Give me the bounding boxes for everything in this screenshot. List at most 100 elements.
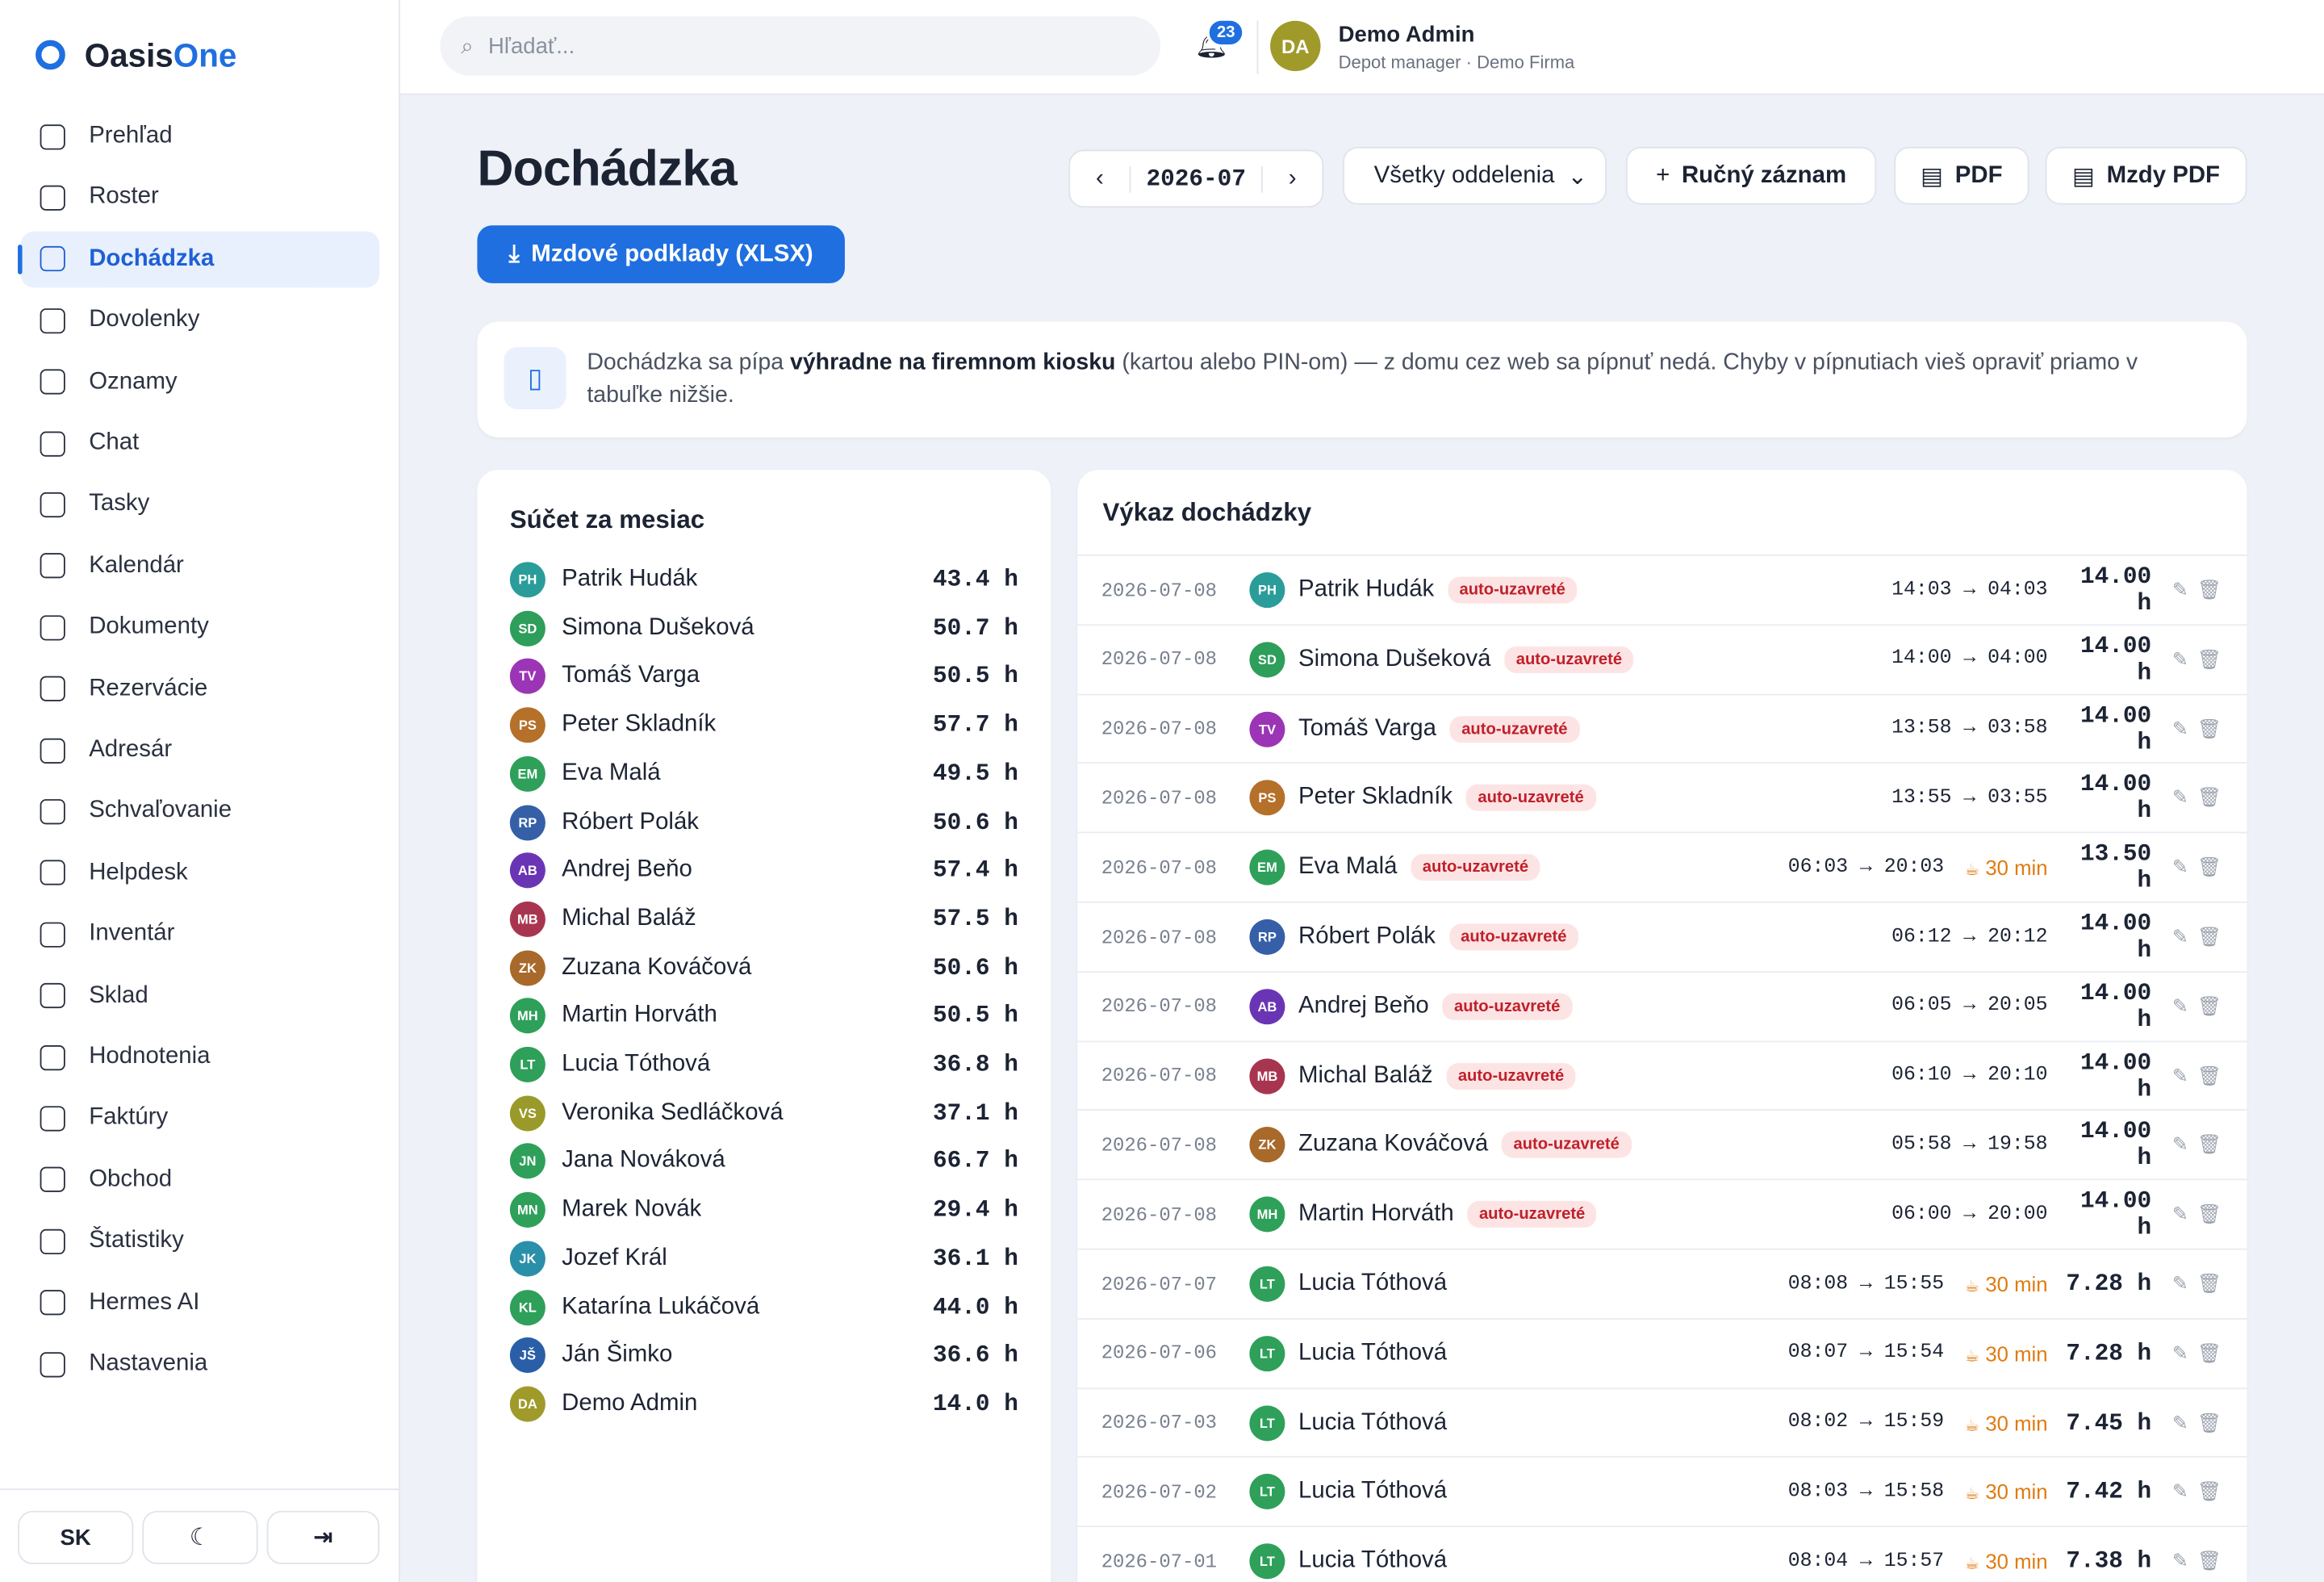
edit[interactable]: ✎ [2171,1479,2188,1503]
export-button[interactable]: ⤓ Mzdové podklady (XLSX) [477,225,845,283]
avatar: JŠ [509,1337,545,1374]
hours: 14.00 h [2079,979,2152,1033]
summary-row: LT Lucia Tóthová 36.8 h [509,1044,1018,1085]
nav-icon [40,676,65,702]
nav-item[interactable]: Obchod [21,1152,379,1208]
hours: 50.7 h [933,614,1018,642]
break-text: 30 min [1985,1272,2048,1296]
edit[interactable]: ✎ [2171,856,2188,878]
nav-item[interactable]: Adresár [21,722,379,779]
nav-item[interactable]: Kalendár [21,538,379,594]
delete[interactable]: 🗑︎ [2197,1203,2222,1225]
edit[interactable]: ✎ [2171,647,2188,670]
edit[interactable]: ✎ [2171,1064,2188,1086]
delete[interactable]: 🗑︎ [2197,647,2222,670]
time: 08:03 → 15:58 [1787,1480,1945,1504]
nav-item[interactable]: Rezervácie [21,661,379,718]
nav-item[interactable]: Inventár [21,906,379,963]
break-text: 30 min [1985,1479,2048,1505]
prev-month[interactable]: ‹ [1095,165,1104,191]
badge: auto-uzavreté [1446,1062,1576,1090]
delete[interactable]: 🗑︎ [2197,717,2222,739]
delete[interactable]: 🗑︎ [2197,786,2222,809]
break: ☕︎ 30 min [1965,1480,2048,1504]
next-month[interactable]: › [1288,165,1297,191]
edit[interactable]: ✎ [2171,1133,2188,1156]
nav-item[interactable]: Roster [21,170,379,226]
edit[interactable]: ✎ [2171,1549,2188,1572]
delete[interactable]: 🗑︎ [2197,925,2222,948]
delete[interactable]: 🗑︎ [2197,1272,2222,1295]
nav-item[interactable]: Dovolenky [21,292,379,349]
edit[interactable]: ✎ [2171,1341,2188,1364]
avatar: RP [1249,919,1285,955]
hours: 37.1 h [933,1099,1018,1127]
logout-button[interactable]: ⇥ [266,1510,380,1564]
nav-item[interactable]: Tasky [21,476,379,533]
avatar: LT [1249,1404,1285,1441]
date: 2026-07-08 [1101,1065,1217,1087]
hours: 7.42 h [2066,1479,2152,1506]
nav-item[interactable]: Schvaľovanie [21,784,379,840]
nav-item[interactable]: Dochádzka [20,231,380,287]
edit[interactable]: ✎ [2171,786,2188,809]
nav-label: Prehľad [89,123,173,149]
summary-row: VS Veronika Sedláčková 37.1 h [509,1092,1018,1133]
edit[interactable]: ✎ [2171,1272,2188,1295]
date: 2026-07-08 [1101,648,1217,671]
theme-button[interactable]: ☾ [142,1510,258,1564]
badge: auto-uzavreté [1411,854,1540,881]
hours: 13.50 h [2079,840,2152,895]
delete[interactable]: 🗑︎ [2197,1133,2222,1156]
summary-row: TV Tomáš Varga 50.5 h [509,656,1018,697]
nav-item[interactable]: Sklad [21,968,379,1024]
edit[interactable]: ✎ [2171,717,2188,739]
avatar: LT [1249,1543,1285,1580]
edit[interactable]: ✎ [2171,925,2188,948]
search[interactable]: ⌕ Hľadať... [440,16,1161,76]
delete[interactable]: 🗑︎ [2197,856,2222,878]
nav-icon [40,1290,65,1316]
nav-item[interactable]: Faktúry [21,1090,379,1147]
lang-button[interactable]: SK [18,1510,134,1564]
avatar: EM [509,755,545,792]
delete[interactable]: 🗑︎ [2197,1341,2222,1364]
delete[interactable]: 🗑︎ [2197,1064,2222,1086]
nav-item[interactable]: Chat [21,415,379,471]
nav-item[interactable]: Oznamy [21,354,379,410]
delete[interactable]: 🗑︎ [2197,578,2222,601]
delete[interactable]: 🗑︎ [2197,1479,2222,1503]
date: 2026-07-08 [1101,995,1217,1018]
manual-button[interactable]: + Ručný záznam [1625,146,1877,205]
nav-item[interactable]: Prehľad [21,108,379,165]
hours: 14.00 h [2079,910,2152,964]
avatar: PS [1249,780,1285,817]
hours: 50.6 h [933,954,1018,981]
hours: 57.5 h [933,906,1018,933]
break-text: 30 min [1985,1549,2048,1574]
edit[interactable]: ✎ [2171,578,2188,601]
department-select[interactable]: Všetky oddelenia ⌄ [1343,146,1607,205]
name: Andrej Beňo [1298,993,1429,1019]
delete[interactable]: 🗑︎ [2197,1549,2222,1572]
nav-item[interactable]: Hermes AI [21,1274,379,1331]
avatar: ZK [1249,1127,1285,1163]
nav-item[interactable]: Nastavenia [21,1336,379,1392]
nav-item[interactable]: Štatistiky [21,1213,379,1270]
delete[interactable]: 🗑︎ [2197,1411,2222,1433]
delete[interactable]: 🗑︎ [2197,994,2222,1017]
payroll-pdf-button[interactable]: ▤ Mzdy PDF [2045,146,2247,205]
pdf-button[interactable]: ▤ PDF [1894,146,2029,205]
nav-item[interactable]: Helpdesk [21,845,379,902]
nav-item[interactable]: Hodnotenia [21,1029,379,1086]
name: Katarína Lukáčová [562,1293,760,1319]
edit[interactable]: ✎ [2171,1203,2188,1225]
edit[interactable]: ✎ [2171,994,2188,1017]
edit[interactable]: ✎ [2171,1411,2188,1433]
nav-label: Dochádzka [89,245,215,271]
time: 08:07 → 15:54 [1787,1341,1945,1365]
summary-row: JK Jozef Král 36.1 h [509,1237,1018,1279]
hours: 66.7 h [933,1148,1018,1175]
nav-item[interactable]: Dokumenty [21,599,379,655]
break-icon: ☕︎ [1964,1417,1980,1435]
